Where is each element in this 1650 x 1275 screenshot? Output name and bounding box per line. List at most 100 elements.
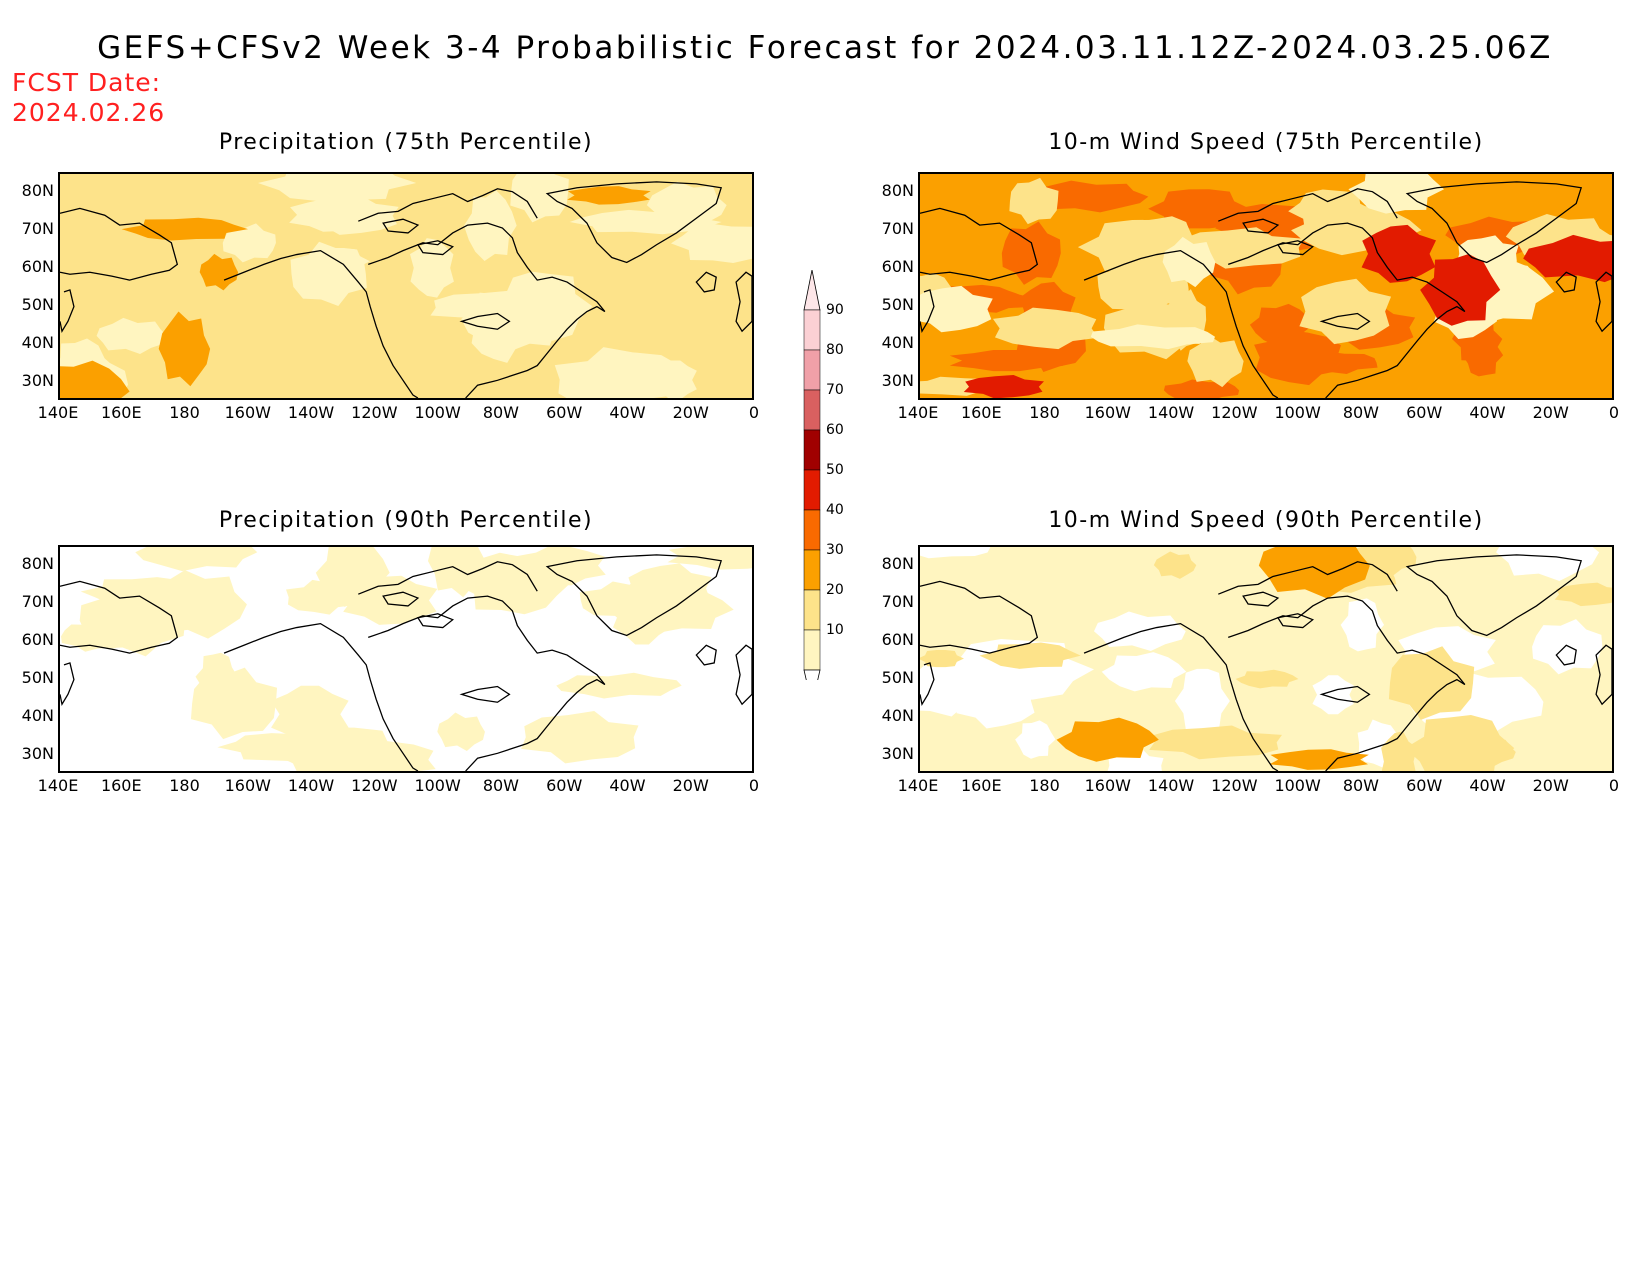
probability-region [1162,236,1216,288]
coastline [545,554,723,637]
coastline [1325,678,1466,771]
lon-tick-label: 0 [748,403,760,422]
lon-tick-label: 160W [1084,776,1131,795]
coastline [1242,591,1280,607]
probability-region [217,733,354,762]
probability-region [60,360,130,398]
probability-region [1015,720,1056,759]
colorbar-label: 80 [826,342,844,358]
probability-colorbar [803,270,821,680]
lat-tick-label: 30N [21,744,54,763]
coastline [459,312,511,330]
probability-region [1288,189,1376,233]
probability-region [556,672,682,699]
lat-tick-label: 70N [881,219,914,238]
wind-90-title: 10-m Wind Speed (90th Percentile) [1048,508,1484,533]
lon-tick-label: 100W [1274,403,1321,422]
coastline [223,622,419,771]
precip-90-title: Precipitation (90th Percentile) [218,508,594,533]
colorbar-label: 70 [826,382,844,398]
probability-region [1254,329,1343,386]
probability-region [1269,749,1369,770]
coastline [1218,188,1398,222]
coastline [1325,305,1466,398]
lon-tick-label: 160E [100,403,142,422]
lon-tick-label: 40W [1469,776,1506,795]
probability-region [920,649,964,668]
precip-90-map [58,545,754,773]
coastline [60,289,75,333]
probability-region [1299,278,1392,345]
colorbar-segment [803,429,821,471]
probability-region [670,223,752,264]
lon-tick-label: 60W [1406,403,1443,422]
probability-region [78,622,118,649]
lon-tick-label: 60W [1406,776,1443,795]
colorbar-label: 90 [826,302,844,318]
lat-tick-label: 40N [881,706,914,725]
probability-region [1381,731,1417,771]
coastline [1595,271,1612,333]
colorbar-label: 10 [826,622,844,638]
coastline [920,207,1039,281]
probability-region [146,570,247,639]
lat-tick-label: 80N [21,554,54,573]
lat-tick-label: 50N [21,295,54,314]
probability-region [515,547,606,586]
lon-tick-label: 0 [1608,776,1620,795]
probability-region [409,238,454,298]
lat-tick-label: 60N [21,257,54,276]
coastline [60,662,75,706]
probability-region [257,174,417,202]
probability-region [521,710,639,764]
forecast-date-label: FCST Date: [12,68,162,97]
coastline [695,271,717,293]
lon-tick-label: 140W [1147,776,1195,795]
lon-tick-label: 180 [169,403,200,422]
lon-tick-label: 160W [1084,403,1131,422]
colorbar-label: 20 [826,582,844,598]
lon-tick-label: 160W [224,403,271,422]
probability-region [1056,717,1159,762]
colorbar-segment [803,549,821,591]
lon-tick-label: 140W [287,403,335,422]
coastline [1319,312,1371,330]
coastline [416,613,454,629]
coastline [459,685,511,703]
coastline [223,249,419,398]
lat-tick-label: 40N [881,333,914,352]
coastline [358,561,538,595]
lon-tick-label: 140W [287,776,335,795]
colorbar-segment [803,349,821,391]
lon-tick-label: 60W [546,403,583,422]
lon-tick-label: 20W [1532,403,1569,422]
lat-tick-label: 40N [21,706,54,725]
lat-tick-label: 70N [21,219,54,238]
coastline [1405,554,1583,637]
lon-tick-label: 40W [1469,403,1506,422]
lat-tick-label: 80N [21,181,54,200]
colorbar-segment [803,389,821,431]
coastline [382,218,420,234]
coastline [1276,613,1314,629]
coastline [1276,240,1314,256]
lon-tick-label: 120W [1211,403,1258,422]
colorbar-label: 40 [826,502,844,518]
probability-region [667,547,752,570]
probability-region [1235,669,1299,689]
probability-region [1404,715,1515,771]
wind-75-title: 10-m Wind Speed (75th Percentile) [1048,130,1484,155]
lon-tick-label: 80W [1342,403,1379,422]
lon-tick-label: 100W [1274,776,1321,795]
lat-tick-label: 30N [881,371,914,390]
lon-tick-label: 80W [1342,776,1379,795]
coastline [1242,218,1280,234]
lon-tick-label: 0 [1608,403,1620,422]
lon-tick-label: 160E [100,776,142,795]
probability-region [1388,646,1475,720]
colorbar-segment [803,509,821,551]
lon-tick-label: 60W [546,776,583,795]
lat-tick-label: 50N [21,668,54,687]
probability-region [1361,224,1437,283]
probability-region [920,285,993,333]
